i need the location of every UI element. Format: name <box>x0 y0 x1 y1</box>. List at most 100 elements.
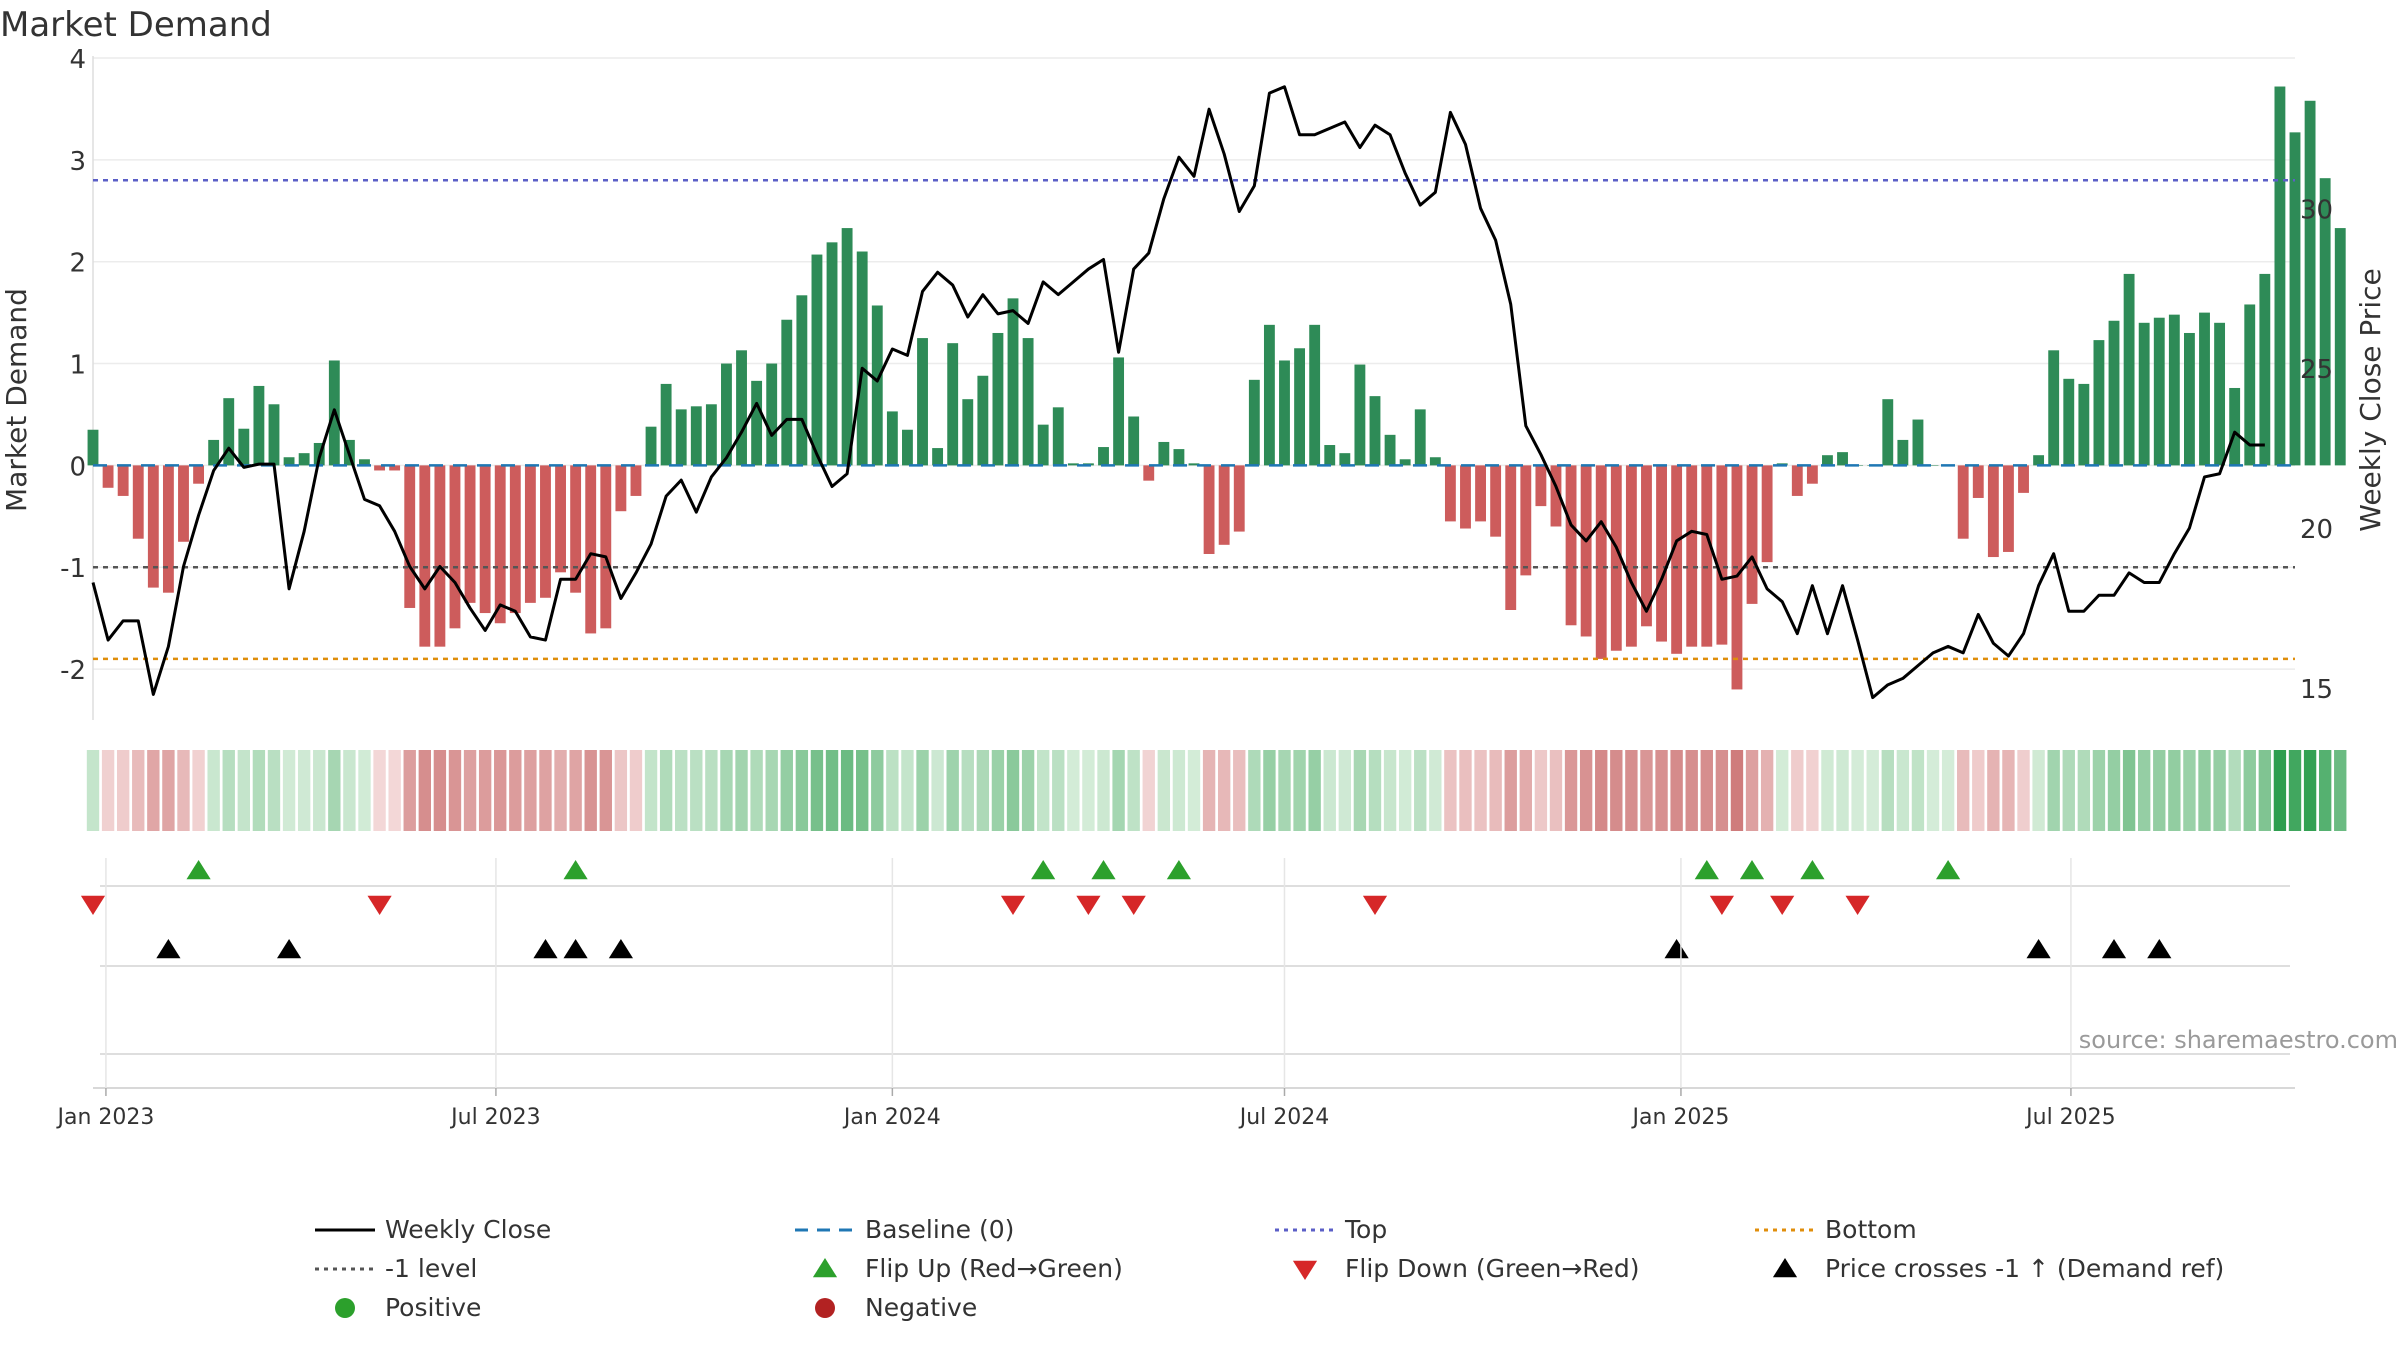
heat-cell <box>705 750 718 831</box>
demand-bar <box>736 350 747 466</box>
demand-bar <box>509 465 521 614</box>
heat-cell <box>1006 750 1020 831</box>
demand-bar <box>1067 463 1079 466</box>
demand-bar <box>1671 465 1683 654</box>
heat-cell <box>1112 750 1125 831</box>
demand-bar <box>1037 424 1049 466</box>
legend-label: Price crosses -1 ↑ (Demand ref) <box>1825 1254 2224 1283</box>
demand-bar <box>1203 465 1215 554</box>
heat-cell <box>569 750 582 831</box>
heat-cell <box>1278 750 1291 831</box>
heat-cell <box>825 750 839 831</box>
heat-cell <box>539 750 552 831</box>
heat-cell <box>599 750 612 831</box>
x-tick-label: Jan 2024 <box>842 1105 941 1130</box>
demand-bar <box>178 465 189 542</box>
heat-cell <box>1881 750 1894 831</box>
heat-cell <box>509 750 522 831</box>
heat-cell <box>463 750 477 831</box>
demand-bar <box>977 375 989 466</box>
heat-cell <box>1353 750 1367 831</box>
flip-down-marker <box>80 895 106 915</box>
demand-bar <box>902 429 913 466</box>
demand-bars <box>87 86 2346 690</box>
heat-cell <box>720 750 733 831</box>
demand-bar <box>660 383 672 466</box>
demand-bar <box>389 465 401 471</box>
heat-cell <box>1414 750 1427 831</box>
demand-bar <box>1022 338 1034 466</box>
demand-bar <box>132 465 144 539</box>
y-tick-label: 2 <box>69 249 86 279</box>
demand-bar <box>1806 465 1818 484</box>
heat-cell <box>2183 750 2196 831</box>
heat-cell <box>1760 750 1774 831</box>
flip-up-marker <box>186 860 211 880</box>
heat-cell <box>1082 750 1095 831</box>
demand-bar <box>2063 378 2075 466</box>
demand-bar <box>2093 340 2105 466</box>
demand-bar <box>1263 324 1275 466</box>
heat-cell <box>795 750 809 831</box>
demand-bar <box>1052 407 1064 466</box>
demand-bar <box>811 254 823 466</box>
demand-bar <box>1641 465 1652 627</box>
demand-bar <box>540 465 551 598</box>
heat-cell <box>282 750 296 831</box>
demand-bar <box>1912 419 1924 466</box>
price-cross-marker <box>277 939 302 959</box>
demand-bar <box>253 385 265 466</box>
heat-cell <box>403 750 416 831</box>
heat-cell <box>886 750 899 831</box>
heat-cell <box>690 750 703 831</box>
heat-cell <box>2198 750 2211 831</box>
heat-cell <box>856 750 869 831</box>
heat-cell <box>1836 750 1849 831</box>
demand-bar <box>1279 360 1290 466</box>
y2-axis-ticks: 15 20 25 30 <box>2300 195 2333 705</box>
demand-bar <box>1143 465 1155 481</box>
demand-bar <box>1520 465 1532 576</box>
heat-cell <box>1670 750 1683 831</box>
demand-bar <box>1339 453 1351 466</box>
demand-bar <box>2168 314 2180 466</box>
heat-cell <box>1715 750 1729 831</box>
flip-down-marker <box>1121 895 1146 915</box>
demand-bar <box>1927 465 1939 466</box>
demand-bar <box>2244 304 2256 466</box>
heat-cell <box>116 750 130 831</box>
heat-cell <box>86 750 100 831</box>
heat-cell <box>1730 750 1744 831</box>
demand-bar <box>992 332 1004 466</box>
demand-bar <box>1158 441 1170 466</box>
x-tick-label: Jul 2025 <box>2024 1105 2116 1130</box>
heat-cell <box>2303 750 2317 831</box>
heat-cell <box>494 750 507 831</box>
demand-bar <box>147 465 159 588</box>
demand-bar <box>2214 322 2226 466</box>
heat-cell <box>524 750 537 831</box>
demand-bar <box>1173 449 1185 466</box>
demand-bar <box>479 465 491 614</box>
y-tick-label: 1 <box>69 351 86 381</box>
demand-bar <box>1595 465 1607 659</box>
demand-bar <box>2108 320 2120 466</box>
heat-cell <box>2228 750 2241 831</box>
demand-bar <box>871 305 883 466</box>
demand-bar <box>2229 387 2241 466</box>
demand-bar <box>766 363 778 466</box>
demand-bar <box>283 457 295 466</box>
demand-bar <box>630 465 642 496</box>
demand-bar <box>1550 465 1562 527</box>
price-cross-marker <box>156 939 181 959</box>
heat-cell <box>1429 750 1442 831</box>
demand-bar <box>2184 332 2195 466</box>
heat-cell <box>2077 750 2091 831</box>
heat-cell <box>1957 750 1970 831</box>
demand-bar <box>1233 465 1245 532</box>
demand-bar <box>1218 465 1230 545</box>
heat-cell <box>192 750 205 831</box>
heat-cell <box>2092 750 2106 831</box>
demand-bar <box>464 465 476 603</box>
y-tick-label: -1 <box>60 554 86 584</box>
